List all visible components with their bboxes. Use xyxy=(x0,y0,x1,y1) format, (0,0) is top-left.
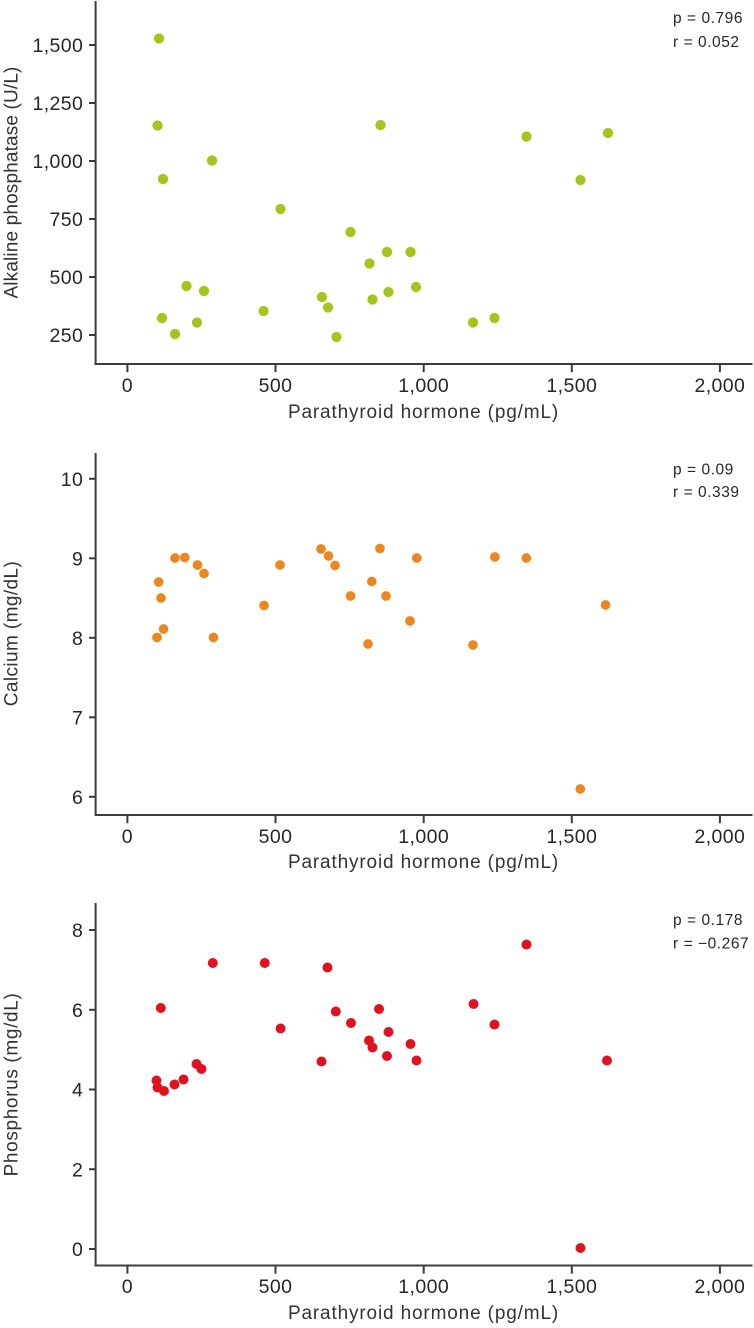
svg-text:2,000: 2,000 xyxy=(694,375,745,397)
svg-text:Calcium (mg/dL): Calcium (mg/dL) xyxy=(2,561,23,706)
svg-text:1,500: 1,500 xyxy=(32,35,83,57)
svg-text:4: 4 xyxy=(72,1080,83,1102)
svg-text:1,500: 1,500 xyxy=(546,375,597,397)
svg-text:2,000: 2,000 xyxy=(694,826,745,848)
svg-text:r = 0.339: r = 0.339 xyxy=(673,484,740,501)
svg-text:250: 250 xyxy=(50,325,84,347)
svg-text:1,000: 1,000 xyxy=(398,1276,449,1298)
svg-text:500: 500 xyxy=(259,1276,293,1298)
svg-text:r = 0.052: r = 0.052 xyxy=(673,34,740,51)
svg-text:7: 7 xyxy=(72,707,83,729)
svg-text:Parathyroid hormone (pg/mL): Parathyroid hormone (pg/mL) xyxy=(288,402,559,423)
svg-text:0: 0 xyxy=(72,1239,83,1261)
svg-text:p = 0.09: p = 0.09 xyxy=(673,461,734,478)
svg-text:Alkaline phosphatase (U/L): Alkaline phosphatase (U/L) xyxy=(2,66,23,298)
svg-text:10: 10 xyxy=(61,469,84,491)
svg-text:0: 0 xyxy=(122,375,133,397)
svg-text:p = 0.178: p = 0.178 xyxy=(673,912,743,929)
svg-text:r = −0.267: r = −0.267 xyxy=(673,936,749,953)
svg-text:1,250: 1,250 xyxy=(32,93,83,115)
svg-text:6: 6 xyxy=(72,1000,83,1022)
svg-text:500: 500 xyxy=(259,375,293,397)
svg-text:2,000: 2,000 xyxy=(694,1276,745,1298)
svg-text:0: 0 xyxy=(122,826,133,848)
svg-text:8: 8 xyxy=(72,628,83,650)
svg-text:9: 9 xyxy=(72,548,83,570)
svg-text:8: 8 xyxy=(72,920,83,942)
svg-text:p = 0.796: p = 0.796 xyxy=(673,10,743,27)
svg-text:1,500: 1,500 xyxy=(546,826,597,848)
svg-text:2: 2 xyxy=(72,1159,83,1181)
svg-text:750: 750 xyxy=(50,209,84,231)
svg-text:1,500: 1,500 xyxy=(546,1276,597,1298)
svg-text:1,000: 1,000 xyxy=(398,826,449,848)
svg-text:500: 500 xyxy=(50,267,84,289)
svg-text:Parathyroid hormone (pg/mL): Parathyroid hormone (pg/mL) xyxy=(288,1303,559,1324)
svg-text:1,000: 1,000 xyxy=(398,375,449,397)
svg-text:0: 0 xyxy=(122,1276,133,1298)
svg-text:500: 500 xyxy=(259,826,293,848)
svg-text:Phosphorus (mg/dL): Phosphorus (mg/dL) xyxy=(2,993,23,1177)
svg-text:Parathyroid hormone (pg/mL): Parathyroid hormone (pg/mL) xyxy=(288,852,559,873)
svg-text:6: 6 xyxy=(72,787,83,809)
svg-text:1,000: 1,000 xyxy=(32,151,83,173)
